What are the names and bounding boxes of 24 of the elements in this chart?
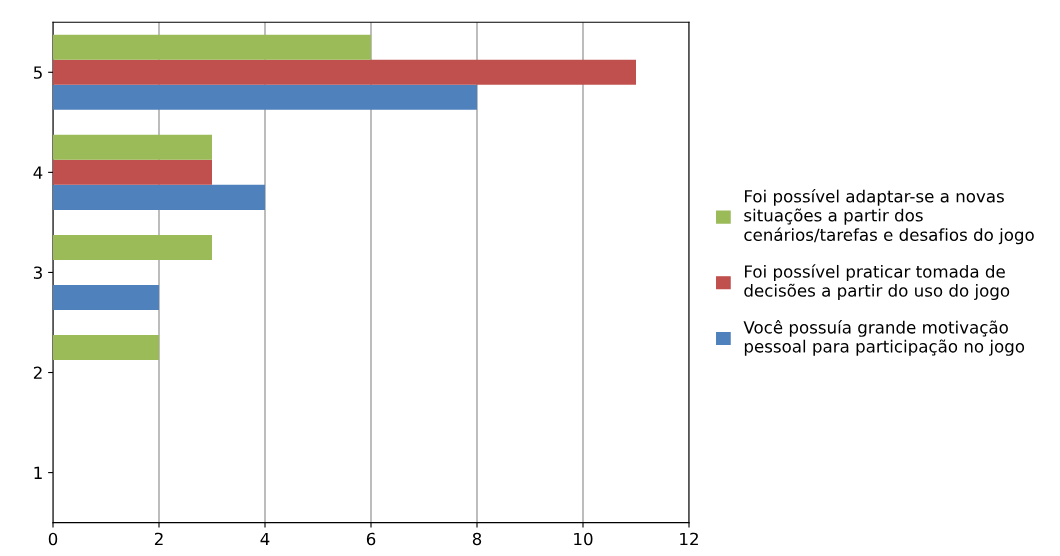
x-tick-label: 2 [154,532,163,546]
x-tick-label: 8 [472,532,482,546]
bar [53,159,212,185]
x-tick-label: 0 [48,532,58,546]
y-tick-label: 2 [33,366,42,379]
x-tick-label: 4 [260,532,270,546]
bar [53,284,159,310]
x-tick-label: 12 [680,532,698,546]
y-tick-label: 5 [33,66,42,79]
legend-label: Foi possível adaptar-se a novas situações a partir dos cenários/tarefas e desafios do jogo [744,189,1034,245]
x-tick-label: 6 [366,532,376,546]
bar [53,59,636,85]
bar [53,34,371,60]
legend-label: Foi possível praticar tomada de decisões a partir do uso do jogo [744,264,1010,301]
bar [53,334,159,361]
x-tick-label: 10 [574,532,593,546]
legend-label: Você possuía grande motivação pessoal para participação no jogo [743,320,1025,356]
y-tick-label: 4 [33,166,43,179]
bar [53,134,212,160]
bar [53,234,212,260]
y-tick-label: 1 [34,466,42,479]
bar [53,84,477,110]
bar [53,184,265,210]
y-tick-label: 3 [33,266,42,280]
